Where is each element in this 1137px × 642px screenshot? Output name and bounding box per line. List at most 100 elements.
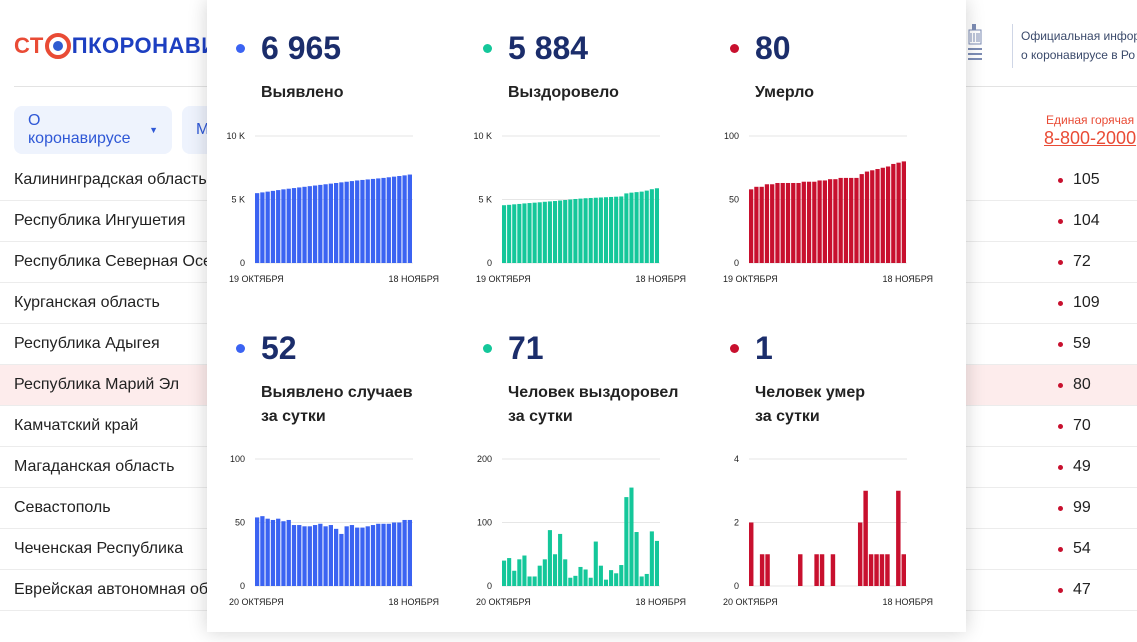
bar [270, 519, 276, 586]
bar [874, 554, 879, 586]
bar [323, 184, 328, 263]
bar [568, 577, 573, 586]
bar [578, 198, 583, 263]
x-end-label: 18 НОЯБРЯ [882, 274, 933, 284]
stat-block-detected: 6 965 Выявлено 10 K 5 K 0 19 ОКТЯБРЯ 18 НОЯБРЯ [207, 0, 454, 300]
bar [517, 203, 522, 263]
stat-block-daily-recovered: 71 Человек выздоровел за сутки 200 100 0 20 ОК… [454, 300, 701, 607]
x-end-label: 18 НОЯБРЯ [388, 597, 439, 607]
bar [634, 192, 639, 263]
bar [770, 184, 775, 263]
bar [270, 190, 276, 263]
legend-dot-icon [236, 44, 245, 53]
bar [796, 182, 801, 263]
bar [344, 526, 349, 586]
bar [318, 523, 323, 586]
bar [573, 575, 578, 586]
bar [355, 180, 360, 263]
y-tick-label: 0 [734, 258, 739, 268]
stat-label-period: за сутки [755, 408, 820, 425]
hotline-phone-link[interactable]: 8-800-2000 [1044, 128, 1137, 148]
chart-daily-recovered: 200 100 0 20 ОКТЯБРЯ 18 НОЯБРЯ [476, 454, 686, 607]
bar [573, 198, 578, 263]
region-name: Камчатский край [14, 417, 139, 434]
bar [817, 180, 822, 263]
stat-label: Выявлено [261, 84, 344, 101]
region-name: Севастополь [14, 499, 111, 516]
stat-block-died: 80 Умерло 100 50 0 19 ОКТЯБРЯ 18 НОЯБРЯ [701, 0, 948, 300]
x-start-label: 19 ОКТЯБРЯ [723, 274, 778, 284]
bar [644, 573, 649, 586]
region-deaths-value: 72 [1073, 253, 1091, 270]
bar [307, 526, 312, 586]
bar [360, 527, 365, 586]
bar [624, 497, 629, 586]
death-dot-icon [1058, 506, 1063, 511]
bar [397, 522, 402, 586]
bar [532, 202, 537, 263]
y-tick-label: 0 [734, 581, 739, 591]
stat-label-period: за сутки [261, 408, 326, 425]
region-deaths-value: 70 [1073, 417, 1091, 434]
bar [603, 197, 609, 263]
stat-value: 5 884 [508, 30, 589, 66]
bar [547, 201, 552, 263]
bar [512, 570, 517, 586]
bar [833, 179, 838, 263]
bar [291, 525, 297, 586]
bar [402, 519, 407, 586]
bar [365, 526, 370, 586]
bar [801, 181, 806, 263]
region-name: Республика Адыгея [14, 335, 160, 352]
bar [563, 200, 568, 263]
bar [644, 190, 649, 263]
region-name: Калининградская область [14, 171, 207, 188]
bar [614, 196, 619, 263]
region-name: Республика Ингушетия [14, 212, 186, 229]
bar [507, 204, 512, 263]
bar [286, 188, 291, 263]
bar [532, 576, 537, 586]
bar [880, 167, 885, 263]
bar [349, 525, 355, 586]
bar [537, 565, 542, 586]
bar [265, 518, 270, 586]
bar [344, 181, 349, 263]
bar [598, 565, 603, 586]
bar [765, 554, 770, 586]
stopkoronavirus-logo[interactable]: СТ ПКОРОНАВИ [14, 28, 218, 64]
bar [649, 531, 654, 586]
about-coronavirus-menu[interactable]: О коронавирусе ▼ [14, 106, 172, 154]
bar [552, 554, 558, 586]
y-tick-label: 0 [240, 581, 245, 591]
bar [593, 541, 598, 586]
region-name: Курганская область [14, 294, 160, 311]
stat-value: 80 [755, 30, 791, 66]
bar [391, 176, 397, 263]
bar [407, 174, 412, 263]
bar [370, 178, 376, 263]
legend-dot-icon [236, 344, 245, 353]
bar [527, 203, 532, 263]
y-tick-label: 4 [734, 454, 739, 464]
death-dot-icon [1058, 424, 1063, 429]
hotline-label: Единая горячая [1046, 113, 1135, 127]
region-name: Чеченская Республика [14, 540, 184, 557]
government-info-block[interactable]: Официальная инфор о коронавирусе в Ро [962, 20, 1137, 70]
bar [537, 202, 542, 263]
bar [639, 576, 644, 586]
bar [376, 523, 381, 586]
bar [598, 197, 603, 263]
bar [649, 189, 654, 263]
y-tick-label: 5 K [231, 195, 245, 205]
bar [334, 528, 339, 586]
bar [255, 193, 260, 263]
bar [260, 516, 265, 586]
x-end-label: 18 НОЯБРЯ [635, 597, 686, 607]
bar [749, 189, 754, 263]
bar [639, 191, 644, 263]
bar [260, 192, 265, 263]
bar [339, 182, 344, 263]
region-deaths-value: 104 [1073, 212, 1100, 229]
bar [896, 490, 901, 586]
